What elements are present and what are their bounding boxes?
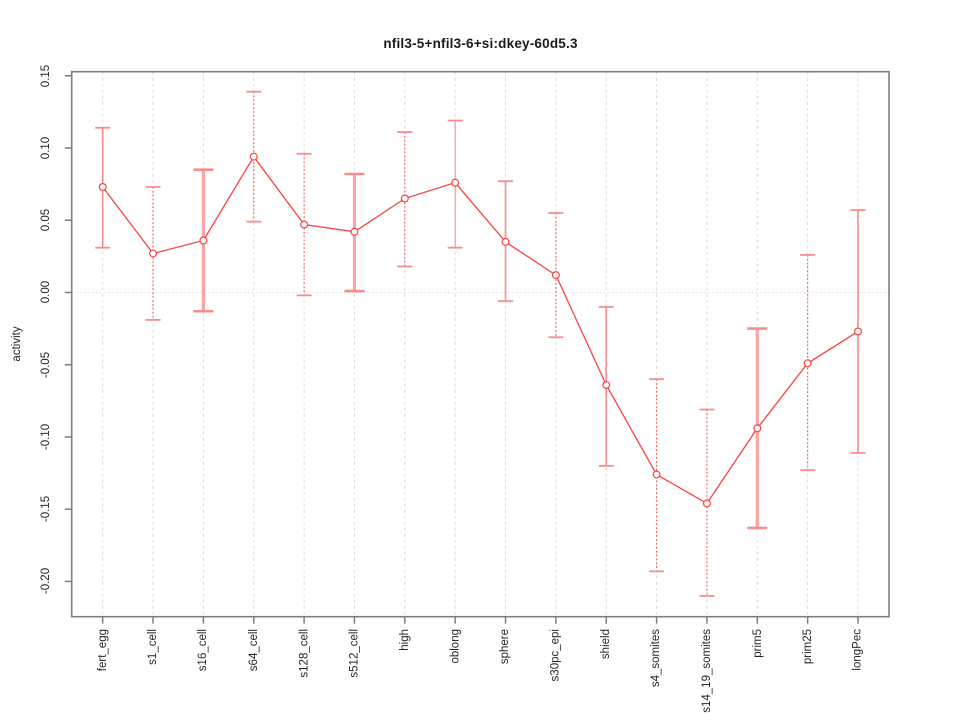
series-polyline <box>102 155 859 505</box>
y-tick-label: -0.15 <box>40 496 52 523</box>
x-tick-label: s1_cell <box>147 629 160 665</box>
axis-tick-marks <box>64 74 859 624</box>
data-points <box>98 152 862 508</box>
data-point <box>652 470 661 479</box>
x-tick-label: sphere <box>499 629 512 665</box>
y-tick-label: 0.15 <box>40 64 52 87</box>
data-point <box>350 227 359 236</box>
x-tick-label: fert_egg <box>96 629 109 672</box>
data-point <box>149 249 158 258</box>
plot-border-box <box>70 70 890 618</box>
data-point <box>451 178 460 187</box>
x-tick-label: s128_cell <box>298 629 311 678</box>
x-tick-label: longPec <box>852 629 864 671</box>
y-tick-label: -0.10 <box>40 423 52 451</box>
y-tick-label: 0.05 <box>40 209 52 232</box>
error-bars <box>95 90 866 597</box>
data-point <box>803 359 812 368</box>
y-axis-label: activity <box>11 326 23 362</box>
x-tick-label: shield <box>600 629 613 660</box>
x-tick-label: s64_cell <box>247 629 260 672</box>
x-tick-label: prim5 <box>751 629 764 658</box>
vertical-gridlines <box>102 71 859 617</box>
y-tick-label: 0.00 <box>40 281 52 304</box>
data-point <box>753 424 762 433</box>
y-tick-label: 0.10 <box>40 136 52 160</box>
x-tick-label: s16_cell <box>197 629 210 672</box>
x-tick-label: s512_cell <box>348 629 361 678</box>
data-point <box>98 182 107 191</box>
data-point <box>199 236 208 245</box>
data-point <box>602 380 611 389</box>
y-tick-label: -0.20 <box>40 568 52 595</box>
x-tick-label: s4_somites <box>650 629 663 688</box>
data-point <box>249 152 258 161</box>
data-point <box>853 327 862 336</box>
x-tick-label: s30pc_epi <box>549 629 562 682</box>
x-tick-label: s14_19_somites <box>700 629 713 713</box>
chart-title: nfil3-5+nfil3-6+si:dkey-60d5.3 <box>383 36 578 51</box>
data-point <box>300 220 309 229</box>
data-point <box>400 194 409 203</box>
series-line <box>102 155 859 505</box>
x-tick-label: high <box>398 629 411 651</box>
data-point <box>501 237 510 246</box>
data-point <box>702 499 711 508</box>
x-tick-label: prim25 <box>801 629 814 665</box>
data-point <box>551 271 560 280</box>
plot-border <box>70 70 890 618</box>
x-tick-label: oblong <box>449 629 462 664</box>
y-tick-label: -0.05 <box>40 351 52 378</box>
